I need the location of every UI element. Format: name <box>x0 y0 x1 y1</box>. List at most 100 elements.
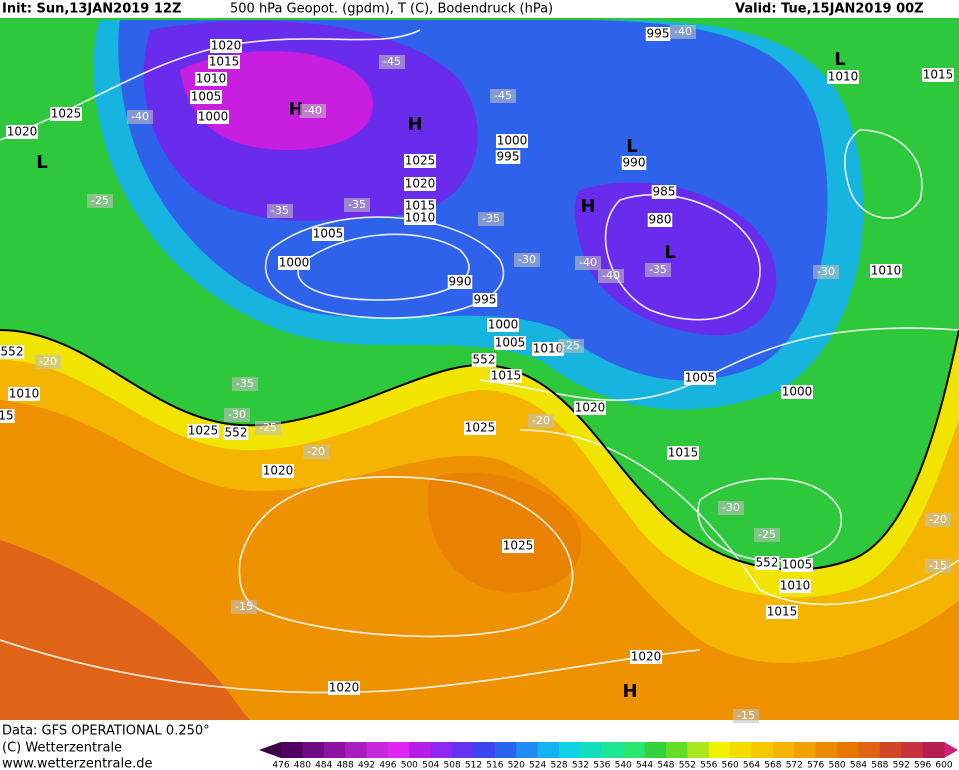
label-box <box>528 414 554 428</box>
label-box <box>781 385 813 399</box>
colorbar-label: 532 <box>572 761 589 770</box>
colorbar-label: 504 <box>422 761 439 770</box>
label-box <box>575 256 601 270</box>
label-box <box>6 125 38 139</box>
label-box <box>471 353 497 367</box>
colorbar-swatch <box>345 742 368 758</box>
label-box <box>870 264 902 278</box>
colorbar-swatch <box>302 742 325 758</box>
colorbar-label: 592 <box>893 761 910 770</box>
temperature-label: -30 <box>722 501 740 514</box>
label-box <box>328 681 360 695</box>
colorbar-label: 568 <box>764 761 781 770</box>
colorbar-label: 536 <box>593 761 610 770</box>
temperature-label: -30 <box>817 265 835 278</box>
colorbar-swatch <box>901 742 924 758</box>
colorbar-swatch <box>601 742 624 758</box>
isobar-label: 1020 <box>631 650 662 664</box>
label-box <box>630 650 662 664</box>
label-box <box>404 199 436 213</box>
isobar-label: 1025 <box>51 107 82 121</box>
isobar-label: 1010 <box>871 264 902 278</box>
colorbar-swatch <box>323 742 346 758</box>
colorbar-swatch <box>879 742 902 758</box>
pressure-center: H <box>407 114 422 135</box>
label-box <box>647 213 673 227</box>
isobar-label: 1005 <box>685 371 716 385</box>
colorbar-swatch <box>751 742 774 758</box>
colorbar-label: 560 <box>722 761 739 770</box>
label-box <box>50 107 82 121</box>
pressure-center: L <box>664 242 675 263</box>
label-box <box>645 263 671 277</box>
colorbar-swatch <box>387 742 410 758</box>
label-box <box>925 559 951 573</box>
isobar-label: 1025 <box>503 539 534 553</box>
colorbar-swatch <box>623 742 646 758</box>
colorbar: 476 480 484 488 492 496 500 504 508 512 516 520 524 5… <box>259 742 958 770</box>
copyright: (C) Wetterzentrale <box>2 741 122 756</box>
label-box <box>733 709 759 723</box>
temperature-label: -30 <box>518 253 536 266</box>
label-box <box>922 68 954 82</box>
isobar-label: 1010 <box>533 342 564 356</box>
colorbar-label: 600 <box>935 761 952 770</box>
isobar-label: 990 <box>449 275 472 289</box>
valid-time: Valid: Tue,15JAN2019 00Z <box>735 2 924 17</box>
label-box <box>670 25 696 39</box>
colorbar-swatch <box>837 742 859 758</box>
temperature-label: -40 <box>131 110 149 123</box>
map-title: 500 hPa Geopot. (gpdm), T (C), Bodendruc… <box>230 2 553 17</box>
label-box <box>495 150 521 164</box>
label-box <box>781 558 813 572</box>
temperature-label: -35 <box>271 204 289 217</box>
label-box <box>195 72 227 86</box>
colorbar-swatch <box>665 742 688 758</box>
colorbar-label: 580 <box>828 761 845 770</box>
isobar-label: 1020 <box>263 464 294 478</box>
isobar-label: 1015 <box>405 199 436 213</box>
colorbar-label: 512 <box>465 761 482 770</box>
label-box <box>558 339 584 353</box>
temperature-label: -20 <box>39 355 57 368</box>
colorbar-swatch <box>281 742 303 758</box>
label-box <box>532 342 564 356</box>
colorbar-label: 584 <box>850 761 867 770</box>
isobar-label: 985 <box>653 185 676 199</box>
colorbar-swatch <box>452 742 474 758</box>
isobar-label: 1005 <box>495 336 526 350</box>
label-box <box>487 318 519 332</box>
temperature-label: -20 <box>307 445 325 458</box>
label-box <box>827 70 859 84</box>
label-box <box>127 110 153 124</box>
temperature-label: -15 <box>235 600 253 613</box>
label-box <box>813 265 839 279</box>
temperature-label: -30 <box>228 408 246 421</box>
label-box <box>300 104 326 118</box>
label-box <box>494 336 526 350</box>
temperature-label: -35 <box>482 212 500 225</box>
temperature-label: -40 <box>304 104 322 117</box>
temperature-label: -40 <box>602 269 620 282</box>
isobar-label: 1005 <box>191 90 222 104</box>
colorbar-label: 596 <box>914 761 931 770</box>
label-box <box>278 256 310 270</box>
colorbar-swatch <box>772 742 795 758</box>
colorbar-swatch <box>730 742 753 758</box>
label-box <box>496 134 528 148</box>
isobar-label: 1015 <box>491 369 522 383</box>
label-box <box>255 421 281 435</box>
orange-region <box>427 472 582 593</box>
colorbar-label: 524 <box>529 761 546 770</box>
label-box <box>621 156 647 170</box>
isobar-label: 1010 <box>9 387 40 401</box>
colorbar-swatch <box>708 742 731 758</box>
colorbar-swatch <box>858 742 881 758</box>
552-contour <box>0 329 959 571</box>
colorbar-label: 484 <box>315 761 332 770</box>
label-box <box>0 345 25 359</box>
isobar-label: 1020 <box>329 681 360 695</box>
isobar-label: 995 <box>474 293 497 307</box>
isobar-label: 1005 <box>782 558 813 572</box>
